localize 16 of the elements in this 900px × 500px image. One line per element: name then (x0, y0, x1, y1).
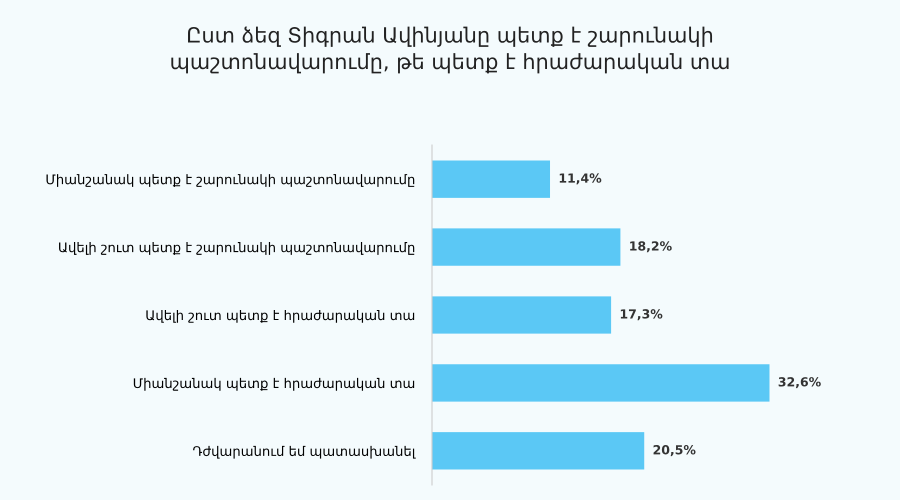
y-tick-label: Ավելի շուտ պետք է շարունակի պաշտոնավարումը (59, 242, 414, 255)
data-label: 32,6% (778, 377, 821, 388)
y-tick-label: Միանշանակ պետք է հրաժարական տա (134, 378, 414, 391)
data-label: 11,4% (560, 173, 602, 184)
bar (432, 228, 620, 266)
bar (432, 432, 644, 470)
data-label: 18,2% (630, 241, 672, 252)
data-label: 20,5% (654, 445, 696, 456)
y-tick-label: Միանշանակ պետք է շարունակի պաշտոնավարումը (46, 174, 414, 187)
y-tick-label: Դժվարանում եմ պատասխանել (193, 446, 416, 459)
bar (432, 364, 770, 402)
bar (432, 160, 550, 198)
chart-title: Ըստ ձեզ Տիգրան Ավինյանը պետք է շարունակի պաշտոնավարումը, թե պետք է հրաժարական տա (171, 26, 729, 74)
data-label: 17,3% (620, 309, 662, 320)
y-tick-label: Ավելի շուտ պետք է հրաժարական տա (146, 310, 414, 323)
bar (432, 296, 612, 334)
